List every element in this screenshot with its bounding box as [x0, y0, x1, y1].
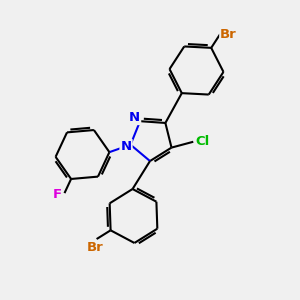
Text: Br: Br [220, 28, 237, 40]
Text: N: N [121, 140, 132, 153]
Text: Cl: Cl [196, 135, 210, 148]
Text: N: N [129, 111, 140, 124]
Text: F: F [52, 188, 62, 201]
Text: Br: Br [87, 241, 103, 254]
